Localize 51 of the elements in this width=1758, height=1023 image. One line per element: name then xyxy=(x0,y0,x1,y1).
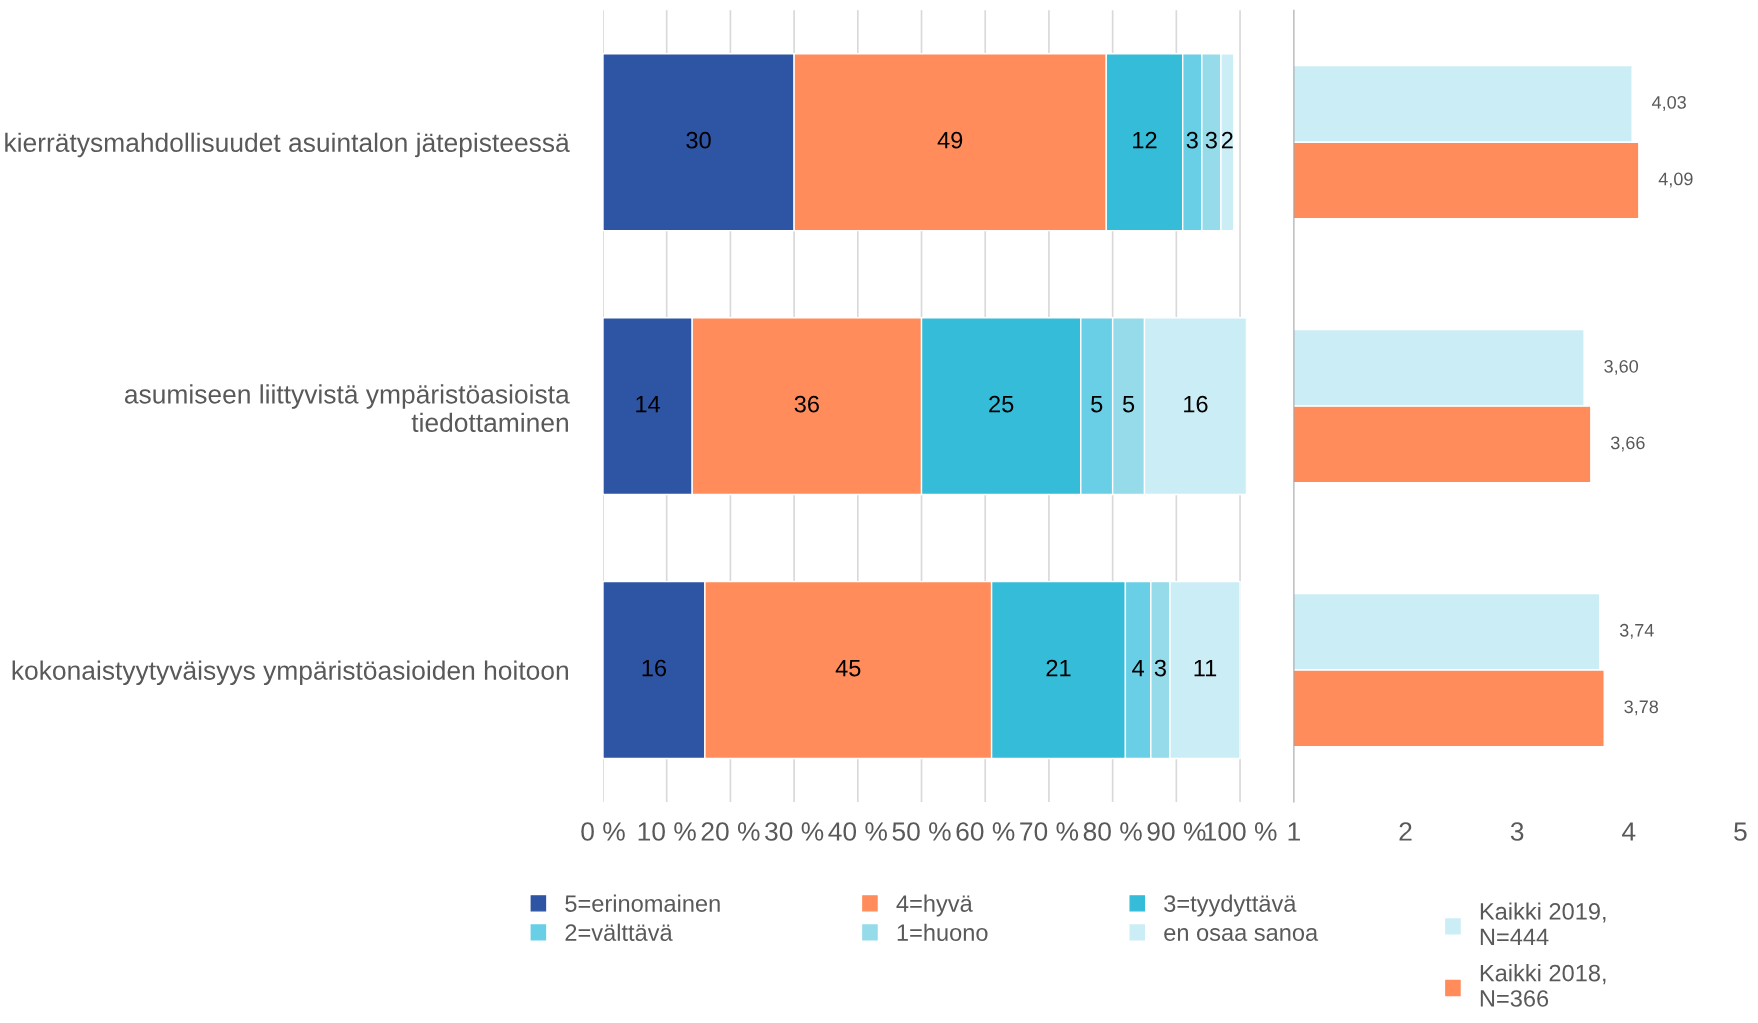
data-label: 16 xyxy=(1184,395,1208,413)
data-label: 21 xyxy=(1046,659,1071,677)
data-label: 4,03 xyxy=(1652,95,1686,111)
data-label: 2 xyxy=(1221,131,1233,149)
data-label: 36 xyxy=(794,395,819,413)
x-tick-label: 10 % xyxy=(638,822,696,841)
legend-label: en osaa sanoa xyxy=(1164,928,1319,941)
data-label: 3,60 xyxy=(1604,359,1639,375)
x-tick-label: 90 % xyxy=(1147,822,1206,841)
x-tick-label: 4 xyxy=(1622,822,1636,841)
x-tick-label: 30 % xyxy=(765,822,824,841)
x-tick-label: 70 % xyxy=(1020,822,1079,841)
data-label: 30 xyxy=(686,131,711,149)
data-label: 14 xyxy=(636,395,661,413)
legend-label: 1=huono xyxy=(897,923,988,941)
data-label: 16 xyxy=(642,659,667,677)
x-tick-label: 2 xyxy=(1399,822,1412,841)
y-tick-label: asumiseen liittyvistä ympäristöasioista tiedottaminen xyxy=(124,384,570,433)
data-label: 3,78 xyxy=(1624,700,1659,716)
x-tick-label: 20 % xyxy=(701,822,760,841)
data-label: 3,74 xyxy=(1619,623,1654,639)
legend-label: 5=erinomainen xyxy=(565,894,720,912)
x-tick-label: 100 % xyxy=(1204,822,1277,841)
data-label: 4,09 xyxy=(1658,172,1693,188)
x-tick-label: 80 % xyxy=(1083,822,1142,841)
data-label: 4 xyxy=(1132,659,1144,677)
x-tick-label: 50 % xyxy=(892,822,951,841)
data-label: 45 xyxy=(835,659,861,677)
data-label: 3 xyxy=(1205,131,1217,149)
data-label: 49 xyxy=(937,131,963,149)
x-tick-label: 0 % xyxy=(581,822,625,841)
x-tick-label: 40 % xyxy=(828,822,887,841)
data-label: 11 xyxy=(1194,659,1217,677)
data-label: 5 xyxy=(1091,395,1103,413)
x-tick-label: 3 xyxy=(1510,822,1524,841)
legend-label: 2=välttävä xyxy=(565,923,673,941)
data-label: 3 xyxy=(1154,659,1166,677)
x-tick-label: 1 xyxy=(1288,822,1300,841)
data-label: 5 xyxy=(1122,395,1135,413)
x-tick-label: 60 % xyxy=(956,822,1015,841)
y-tick-label: kokonaistyytyväisyys ympäristöasioiden hoitoon xyxy=(12,660,568,686)
legend-label: Kaikki 2018, N=366 xyxy=(1480,964,1606,1007)
legend-label: 3=tyydyttävä xyxy=(1164,894,1297,917)
legend-label: Kaikki 2019, N=444 xyxy=(1480,902,1606,946)
data-label: 3 xyxy=(1186,131,1198,149)
data-label: 3,66 xyxy=(1610,436,1645,452)
legend-label: 4=hyvä xyxy=(896,894,973,917)
data-label: 12 xyxy=(1133,131,1157,149)
data-label: 25 xyxy=(989,395,1014,413)
y-tick-label: kierrätysmahdollisuudet asuintalon jätepisteessä xyxy=(5,132,570,158)
x-tick-label: 5 xyxy=(1734,822,1747,841)
